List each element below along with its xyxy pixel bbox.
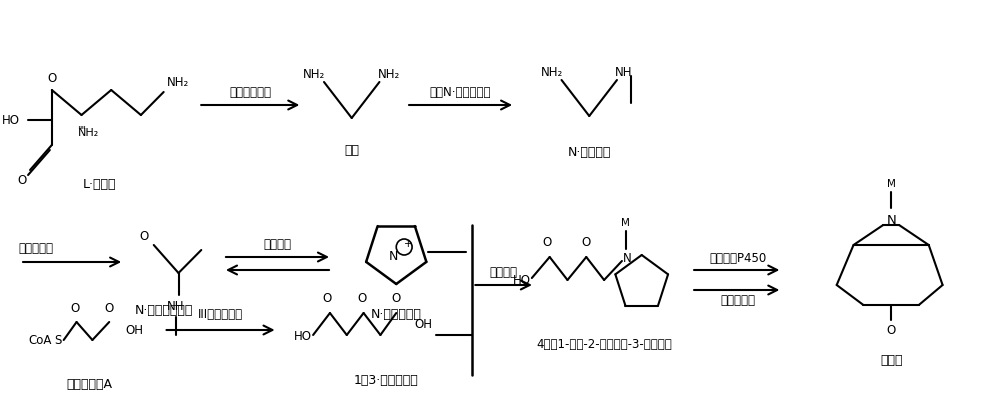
Text: O: O [542, 236, 551, 249]
Text: O: O [47, 72, 56, 85]
Text: 鸟氨酸脱缩酶: 鸟氨酸脱缩酶 [230, 86, 272, 99]
Text: 二胺氧化酶: 二胺氧化酶 [18, 241, 53, 254]
Text: 腐胺: 腐胺 [344, 144, 359, 157]
Text: NH₂: NH₂ [303, 68, 325, 81]
Text: HO: HO [513, 274, 531, 286]
Text: 自发反应: 自发反应 [263, 238, 291, 250]
Text: 丙二酰辅酶A: 丙二酰辅酶A [66, 378, 112, 391]
Text: NH₂: NH₂ [78, 128, 99, 138]
Text: NH₂: NH₂ [167, 76, 189, 88]
Text: HO: HO [294, 330, 312, 344]
Text: L·鸟氨酸: L·鸟氨酸 [83, 178, 116, 191]
Text: NH: NH [167, 301, 184, 314]
Text: 腐胺N·甲基转移酶: 腐胺N·甲基转移酶 [430, 86, 491, 99]
Text: N·甲基吵和啊: N·甲基吵和啊 [371, 308, 422, 321]
Text: III型聚酶合酶: III型聚酶合酶 [198, 308, 243, 321]
Text: 4－（1-甲基-2-吵咊基）-3-氧代丁酸: 4－（1-甲基-2-吵咊基）-3-氧代丁酸 [536, 339, 672, 351]
Text: N·甲基腐胺: N·甲基腐胺 [568, 146, 611, 160]
Text: NH₂: NH₂ [541, 67, 563, 79]
Text: +: + [404, 239, 412, 249]
Text: 细胞色素P450: 细胞色素P450 [709, 252, 766, 265]
Text: NH₂: NH₂ [378, 68, 400, 81]
Text: NH: NH [615, 67, 633, 79]
Text: O: O [357, 292, 366, 306]
Text: "": "" [78, 125, 87, 135]
Text: O: O [582, 236, 591, 249]
Text: O: O [392, 292, 401, 306]
Text: OH: OH [414, 319, 432, 332]
Text: N: N [886, 213, 896, 227]
Text: O: O [887, 324, 896, 337]
Text: CoA: CoA [28, 333, 51, 346]
Text: 自发反应: 自发反应 [489, 265, 517, 279]
Text: 单胺氧化酶: 单胺氧化酶 [720, 294, 755, 306]
Text: N: N [622, 252, 631, 265]
Text: O: O [105, 301, 114, 315]
Text: O: O [70, 301, 79, 315]
Text: M: M [887, 179, 896, 189]
Text: N·甲基氨基丁醒: N·甲基氨基丁醒 [134, 303, 193, 317]
Text: N: N [389, 249, 398, 263]
Text: M: M [621, 218, 630, 228]
Text: OH: OH [125, 324, 143, 337]
Text: HO: HO [2, 114, 20, 126]
Text: 1，3·丙酰二缧酸: 1，3·丙酰二缧酸 [354, 373, 419, 387]
Text: O: O [140, 231, 149, 243]
Text: S: S [54, 333, 61, 346]
Text: 托品酶: 托品酶 [880, 353, 902, 366]
Text: O: O [322, 292, 332, 306]
Text: O: O [18, 173, 27, 187]
